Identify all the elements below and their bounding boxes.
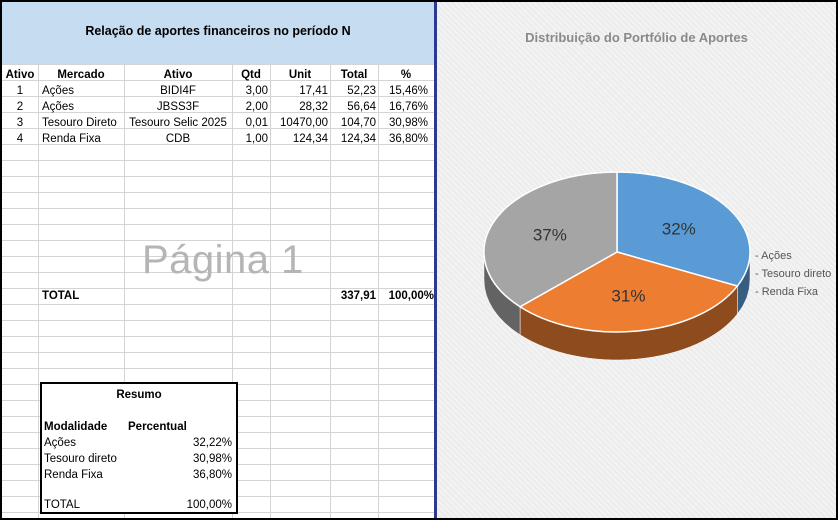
grid-line — [330, 64, 331, 518]
cell-ativo[interactable]: JBSS3F — [156, 101, 200, 113]
grid-line — [2, 80, 434, 81]
grid-line — [2, 368, 434, 369]
cell-unit[interactable]: 124,34 — [292, 133, 328, 145]
col-header-total: Total — [340, 69, 368, 81]
page-divider — [434, 2, 437, 518]
cell-ativo[interactable]: Tesouro Selic 2025 — [129, 117, 227, 129]
slice-data-label: 31% — [611, 286, 645, 305]
grid-line — [232, 64, 233, 518]
cell-unit[interactable]: 10470,00 — [280, 117, 328, 129]
cell-qtd[interactable]: 0,01 — [245, 117, 268, 129]
cell-num[interactable]: 4 — [16, 133, 24, 145]
cell-total[interactable]: 56,64 — [347, 101, 376, 113]
resumo-total-value[interactable]: 100,00% — [186, 499, 232, 511]
cell-mercado[interactable]: Renda Fixa — [42, 133, 101, 145]
total-value[interactable]: 337,91 — [340, 290, 376, 302]
cell-pct[interactable]: 36,80% — [388, 133, 428, 145]
total-label[interactable]: TOTAL — [42, 290, 80, 302]
cell-qtd[interactable]: 3,00 — [245, 85, 268, 97]
resumo-percentual[interactable]: 32,22% — [192, 437, 232, 449]
pie-chart[interactable]: 32% 31% 37% — [437, 2, 836, 518]
grid-line — [2, 256, 434, 257]
cell-total[interactable]: 104,70 — [340, 117, 376, 129]
slice-data-label: 37% — [533, 226, 567, 245]
col-header-ativo: Ativo — [163, 69, 193, 81]
cell-total[interactable]: 124,34 — [340, 133, 376, 145]
grid-line — [2, 128, 434, 129]
legend-label: Ações — [761, 250, 792, 262]
grid-line — [2, 112, 434, 113]
cell-unit[interactable]: 28,32 — [299, 101, 328, 113]
pie-slice[interactable] — [518, 251, 739, 333]
resumo-modalidade[interactable]: Tesouro direto — [44, 453, 117, 465]
resumo-total-label[interactable]: TOTAL — [44, 499, 80, 511]
grid-line — [2, 240, 434, 241]
resumo-col-percentual: Percentual — [128, 421, 187, 433]
grid-line — [2, 192, 434, 193]
legend-label: Tesouro direto — [761, 268, 832, 280]
cell-total[interactable]: 52,23 — [347, 85, 376, 97]
sheet-title-bar: Relação de aportes financeiros no períod… — [2, 2, 434, 65]
cell-pct[interactable]: 30,98% — [388, 117, 428, 129]
legend-item: - Tesouro direto — [755, 268, 832, 280]
cell-qtd[interactable]: 2,00 — [245, 101, 268, 113]
grid-line — [2, 288, 434, 289]
cell-num[interactable]: 3 — [16, 117, 24, 129]
resumo-box: Resumo Modalidade Percentual Ações 32,22… — [40, 382, 238, 514]
grid-line — [2, 224, 434, 225]
cell-pct[interactable]: 15,46% — [388, 85, 428, 97]
resumo-modalidade[interactable]: Renda Fixa — [44, 469, 103, 481]
col-header-mercado: Mercado — [57, 69, 105, 81]
col-header-pct: % — [400, 69, 412, 81]
grid-line — [2, 96, 434, 97]
grid-line — [2, 176, 434, 177]
cell-ativo[interactable]: CDB — [165, 133, 191, 145]
legend-item: - Ações — [755, 250, 792, 262]
spreadsheet-panel: Relação de aportes financeiros no períod… — [2, 2, 434, 518]
resumo-title: Resumo — [116, 389, 162, 401]
grid-line — [2, 320, 434, 321]
page-watermark: Página 1 — [142, 238, 304, 282]
legend-item: - Renda Fixa — [755, 286, 818, 298]
col-header-unit: Unit — [288, 69, 312, 81]
cell-qtd[interactable]: 1,00 — [245, 133, 268, 145]
pie-slice[interactable] — [483, 171, 618, 308]
resumo-col-modalidade: Modalidade — [44, 421, 108, 433]
grid-line — [2, 160, 434, 161]
cell-unit[interactable]: 17,41 — [299, 85, 328, 97]
total-pct[interactable]: 100,00% — [388, 290, 434, 302]
cell-num[interactable]: 1 — [16, 85, 24, 97]
pie-slice[interactable] — [616, 171, 751, 287]
grid-line — [2, 144, 434, 145]
resumo-percentual[interactable]: 36,80% — [192, 469, 232, 481]
chart-panel[interactable]: Distribuição do Portfólio de Aportes 32%… — [437, 2, 836, 518]
resumo-percentual[interactable]: 30,98% — [192, 453, 232, 465]
cell-num[interactable]: 2 — [16, 101, 24, 113]
grid-line — [2, 64, 434, 65]
sheet-title: Relação de aportes financeiros no períod… — [85, 24, 351, 38]
grid-line — [38, 64, 39, 518]
cell-mercado[interactable]: Ações — [42, 85, 74, 97]
legend-label: Renda Fixa — [761, 286, 818, 298]
cell-ativo[interactable]: BIDI4F — [160, 85, 196, 97]
col-header-qtd: Qtd — [241, 69, 261, 81]
grid-line — [2, 272, 434, 273]
grid-line — [2, 336, 434, 337]
grid-line — [2, 352, 434, 353]
chart-legend: - Ações - Tesouro direto - Renda Fixa — [755, 250, 831, 304]
grid-line — [2, 208, 434, 209]
grid-line — [378, 64, 379, 518]
col-header-ativo-num: Ativo — [5, 69, 35, 81]
resumo-modalidade[interactable]: Ações — [44, 437, 76, 449]
cell-pct[interactable]: 16,76% — [388, 101, 428, 113]
cell-mercado[interactable]: Ações — [42, 101, 74, 113]
cell-mercado[interactable]: Tesouro Direto — [42, 117, 117, 129]
grid-line — [270, 64, 271, 518]
slice-data-label: 32% — [662, 219, 696, 238]
chart-title: Distribuição do Portfólio de Aportes — [525, 30, 748, 45]
grid-line — [124, 64, 125, 518]
grid-line — [2, 304, 434, 305]
